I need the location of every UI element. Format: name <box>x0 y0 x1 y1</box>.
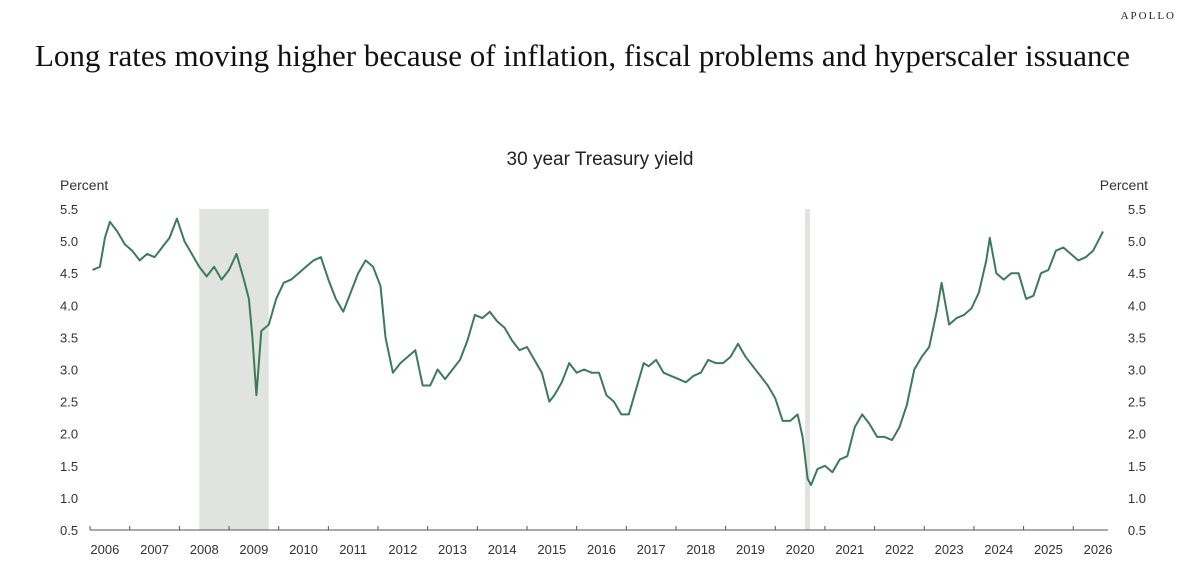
x-tick-label: 2024 <box>984 542 1013 557</box>
y-tick-label-left: 0.5 <box>60 523 78 538</box>
x-tick-label: 2013 <box>438 542 467 557</box>
y-tick-label-right: 2.5 <box>1128 395 1146 410</box>
y-tick-label-left: 1.0 <box>60 491 78 506</box>
x-tick-label: 2007 <box>140 542 169 557</box>
y-axis-right: 5.5 5.0 4.5 4.0 3.5 3.0 2.5 2.0 1.5 1.0 0.5 <box>1128 202 1146 538</box>
x-tick-label: 2019 <box>736 542 765 557</box>
x-tick-label: 2015 <box>537 542 566 557</box>
y-tick-label-right: 5.0 <box>1128 234 1146 249</box>
x-tick-label: 2008 <box>190 542 219 557</box>
x-tick-label: 2025 <box>1034 542 1063 557</box>
y-tick-label-right: 2.0 <box>1128 427 1146 442</box>
y-tick-label-left: 1.5 <box>60 459 78 474</box>
y-axis-unit-right: Percent <box>1099 177 1148 193</box>
x-tick-label: 2006 <box>90 542 119 557</box>
y-tick-label-left: 2.0 <box>60 427 78 442</box>
x-tick-label: 2009 <box>239 542 268 557</box>
y-tick-label-left: 4.5 <box>60 266 78 281</box>
axes <box>89 526 1108 531</box>
y-tick-label-right: 1.5 <box>1128 459 1146 474</box>
y-axis-left: 5.5 5.0 4.5 4.0 3.5 3.0 2.5 2.0 1.5 1.0 0.5 <box>60 202 78 538</box>
x-tick-label: 2021 <box>835 542 864 557</box>
y-tick-label-left: 3.0 <box>60 363 78 378</box>
x-tick-label: 2010 <box>289 542 318 557</box>
x-tick-label: 2023 <box>935 542 964 557</box>
brand-logo: APOLLO <box>1120 10 1176 22</box>
x-tick-label: 2018 <box>686 542 715 557</box>
x-tick-label: 2026 <box>1084 542 1113 557</box>
y-tick-label-right: 3.0 <box>1128 363 1146 378</box>
y-axis-unit-left: Percent <box>60 177 109 193</box>
x-tick-label: 2017 <box>637 542 666 557</box>
y-tick-label-right: 4.0 <box>1128 298 1146 313</box>
series-line-30y-yield <box>92 217 1104 487</box>
x-tick-label: 2012 <box>388 542 417 557</box>
y-tick-label-left: 5.0 <box>60 234 78 249</box>
x-tick-label: 2020 <box>786 542 815 557</box>
x-tick-label: 2016 <box>587 542 616 557</box>
y-tick-label-right: 0.5 <box>1128 523 1146 538</box>
recession-band-1 <box>199 209 269 530</box>
x-tick-label: 2022 <box>885 542 914 557</box>
y-tick-label-right: 3.5 <box>1128 330 1146 345</box>
chart-title: 30 year Treasury yield <box>506 149 694 170</box>
y-tick-label-left: 4.0 <box>60 298 78 313</box>
y-tick-label-left: 5.5 <box>60 202 78 217</box>
x-axis: 2006 2007 2008 2009 2010 2011 2012 2013 2014 2015… <box>90 542 1112 557</box>
y-tick-label-right: 5.5 <box>1128 202 1146 217</box>
recession-shading <box>199 209 811 530</box>
recession-band-2 <box>805 209 811 530</box>
headline: Long rates moving higher because of infl… <box>35 38 1130 73</box>
x-tick-label: 2014 <box>488 542 517 557</box>
y-tick-label-left: 3.5 <box>60 330 78 345</box>
y-tick-label-left: 2.5 <box>60 395 78 410</box>
x-tick-label: 2011 <box>339 542 367 557</box>
y-tick-label-right: 4.5 <box>1128 266 1146 281</box>
y-tick-label-right: 1.0 <box>1128 491 1146 506</box>
